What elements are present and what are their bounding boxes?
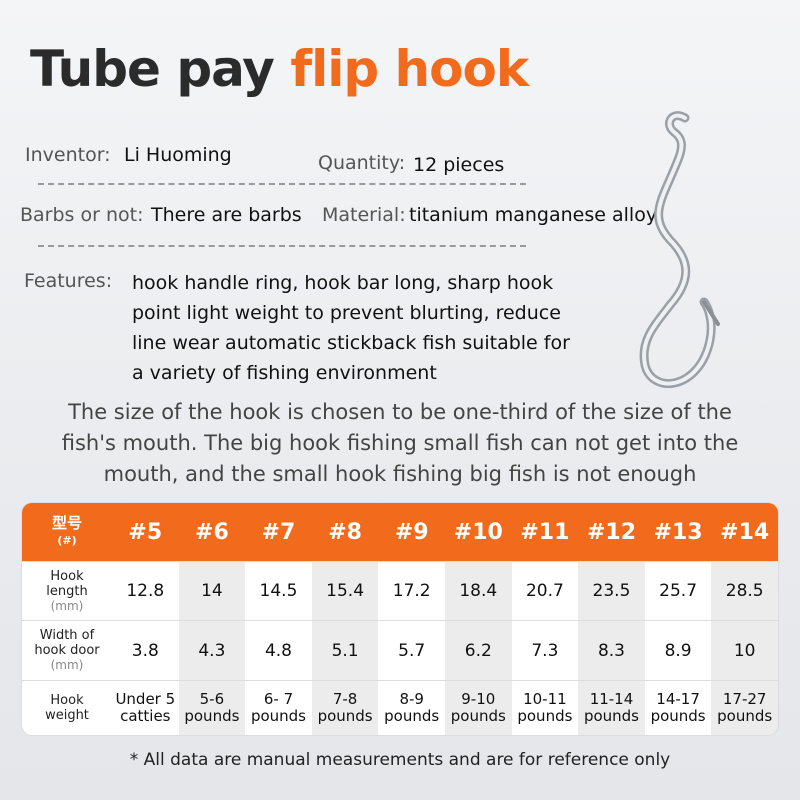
title-accent: flip hook: [290, 40, 529, 98]
table-cell: 8.9: [644, 620, 712, 680]
table-cell: 12.8: [112, 561, 179, 620]
title: Tube pay flip hook: [30, 40, 529, 98]
table-cell: 28.5: [711, 561, 778, 620]
row-label: Width of hook door (mm): [22, 620, 112, 680]
table-cell: 7-8 pounds: [311, 680, 379, 735]
row-label-text: Width of hook door: [34, 628, 100, 658]
divider: [38, 183, 526, 185]
header-cell: #8: [311, 503, 379, 561]
row-label-text: Hook weight: [45, 693, 89, 723]
table-cell: 25.7: [644, 561, 712, 620]
header-cell: #13: [644, 503, 712, 561]
table-cell: Under 5 catties: [112, 680, 179, 735]
table-cell: 6.2: [445, 620, 512, 680]
table-cell: 20.7: [511, 561, 579, 620]
spec-value: 12 pieces: [413, 154, 505, 176]
header-cell: #9: [378, 503, 445, 561]
table-cell: 14: [178, 561, 246, 620]
table-cell: 6- 7 pounds: [245, 680, 312, 735]
header-cell: #11: [511, 503, 579, 561]
table-cell: 4.3: [178, 620, 246, 680]
table-cell: 23.5: [578, 561, 645, 620]
table-cell: 5-6 pounds: [178, 680, 246, 735]
header-label-text: 型号: [51, 514, 82, 532]
features-line: line wear automatic stickback fish suita…: [132, 332, 570, 354]
spec-label: Quantity:: [318, 152, 406, 174]
note-line: The size of the hook is chosen to be one…: [68, 400, 732, 424]
table-cell: 17.2: [378, 561, 445, 620]
table-cell: 3.8: [112, 620, 179, 680]
table-cell: 5.7: [378, 620, 445, 680]
row-label-text: Hook length: [46, 568, 88, 599]
features-line: point light weight to prevent blurting, …: [132, 302, 561, 324]
header-unit: (#): [57, 534, 77, 547]
table-cell: 7.3: [511, 620, 579, 680]
header-cell: #5: [112, 503, 179, 561]
row-label: Hook weight: [22, 680, 112, 735]
note-line: mouth, and the small hook fishing big fi…: [103, 462, 697, 486]
features-line: hook handle ring, hook bar long, sharp h…: [132, 272, 554, 294]
size-table: 型号 (#) #5 #6 #7 #8 #9 #10 #11 #12 #13 #14 Hook lengt…: [22, 503, 778, 735]
header-label: 型号 (#): [22, 503, 112, 561]
hook-image: [639, 111, 720, 389]
table-cell: 8.3: [578, 620, 645, 680]
header-cell: #14: [711, 503, 778, 561]
header-cell: #6: [178, 503, 246, 561]
table-cell: 4.8: [245, 620, 312, 680]
table-cell: 9-10 pounds: [445, 680, 512, 735]
header-cell: #10: [445, 503, 512, 561]
table-cell: 5.1: [311, 620, 379, 680]
table-cell: 18.4: [445, 561, 512, 620]
spec-value: titanium manganese alloy: [409, 204, 658, 226]
spec-label: Barbs or not:: [20, 204, 144, 226]
row-unit: (mm): [50, 658, 84, 672]
table-cell: 17-27 pounds: [711, 680, 778, 735]
note-line: fish's mouth. The big hook fishing small…: [61, 431, 739, 455]
table-cell: 14-17 pounds: [644, 680, 712, 735]
title-dark: Tube pay: [30, 40, 275, 98]
divider: [38, 245, 526, 247]
header-cell: #7: [245, 503, 312, 561]
spec-value: There are barbs: [151, 204, 302, 226]
footnote: * All data are manual measurements and a…: [129, 750, 671, 770]
header-cell: #12: [578, 503, 645, 561]
table-cell: 10: [711, 620, 778, 680]
table-cell: 11-14 pounds: [578, 680, 645, 735]
table-cell: 8-9 pounds: [378, 680, 445, 735]
spec-value: Li Huoming: [124, 144, 232, 166]
table-cell: 15.4: [311, 561, 379, 620]
row-unit: (mm): [50, 598, 84, 613]
spec-label: Inventor:: [25, 144, 111, 166]
table-cell: 10-11 pounds: [511, 680, 579, 735]
features-line: a variety of fishing environment: [132, 362, 437, 384]
spec-label: Material:: [322, 204, 406, 226]
row-label: Hook length (mm): [22, 561, 112, 620]
table-cell: 14.5: [245, 561, 312, 620]
features-label: Features:: [24, 270, 113, 292]
